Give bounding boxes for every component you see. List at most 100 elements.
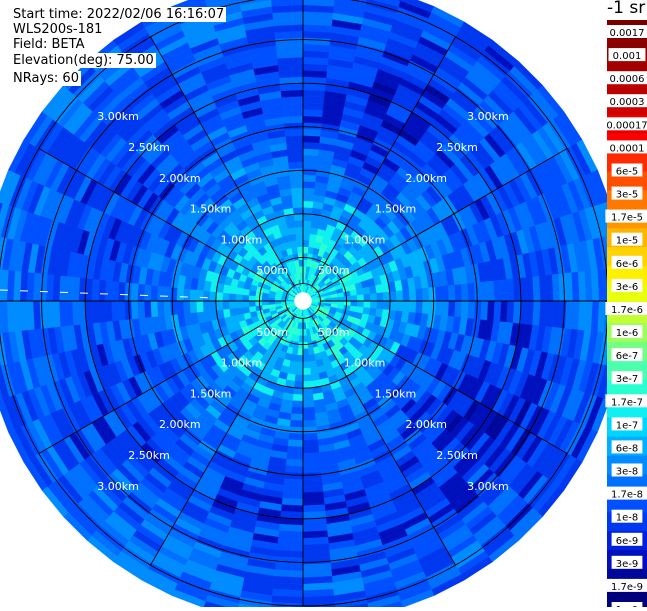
radar-cell — [290, 240, 297, 247]
radar-cell — [286, 135, 303, 142]
radar-cell — [283, 485, 303, 493]
radar-cell — [291, 188, 303, 195]
radar-cell — [292, 194, 303, 201]
colorbar-tick-label: 1e-5 — [616, 236, 639, 247]
radar-cell — [290, 175, 303, 182]
radar-cell — [350, 290, 357, 296]
radar-cell — [435, 301, 442, 316]
radar-cell — [363, 287, 371, 295]
radar-cell — [303, 181, 316, 188]
radar-cell — [284, 122, 303, 129]
center-blank — [294, 292, 311, 309]
radar-cell — [285, 466, 303, 473]
range-ring-label: 500m — [256, 326, 288, 339]
colorbar-tick-label: 6e-6 — [616, 259, 639, 270]
radar-cell — [303, 440, 318, 447]
radar-cell — [309, 361, 317, 369]
radar-cell — [383, 292, 390, 301]
radar-cell — [144, 301, 151, 318]
radar-cell — [298, 253, 303, 260]
radar-cell — [183, 289, 190, 302]
colorbar-tick-label: 3e-7 — [616, 374, 639, 385]
radar-cell — [111, 301, 119, 321]
colorbar-tick-label: 1.7e-9 — [611, 582, 643, 593]
radar-cell — [344, 296, 351, 301]
radar-cell — [403, 290, 410, 301]
radar-cells — [0, 0, 625, 607]
radar-cell — [377, 293, 384, 301]
radar-cell — [370, 301, 377, 309]
radar-cell — [282, 96, 303, 104]
radar-cell — [303, 175, 316, 182]
radar-cell — [157, 286, 164, 301]
radar-cell — [494, 301, 502, 322]
radar-cell — [297, 355, 303, 362]
radar-cell — [144, 284, 151, 301]
radar-cell — [303, 368, 311, 375]
radar-cell — [137, 301, 144, 318]
radar-cell — [448, 285, 455, 301]
colorbar-tick-label: 0.0017 — [610, 28, 645, 39]
radar-cell — [294, 381, 303, 388]
colorbar-tick-label: 6e-8 — [616, 443, 639, 454]
radar-cell — [448, 301, 455, 317]
radar-cell — [293, 201, 304, 208]
radar-cell — [507, 301, 515, 323]
radar-cell — [303, 420, 316, 427]
radar-cell — [151, 285, 158, 301]
radar-cell — [291, 407, 303, 414]
radar-cell — [131, 301, 138, 319]
radar-cell — [284, 116, 303, 124]
radar-cell — [303, 142, 320, 149]
radar-cell — [209, 301, 216, 311]
radar-cell — [164, 286, 171, 301]
radar-cell — [422, 288, 429, 301]
radar-cell — [303, 247, 309, 254]
colorbar-tick-label: 6e-5 — [616, 167, 639, 178]
radar-cell — [118, 301, 126, 320]
radar-cell — [151, 301, 158, 317]
radar-cell — [303, 90, 325, 98]
radar-cell — [282, 498, 303, 506]
radar-cell — [288, 433, 303, 440]
radar-cell — [281, 90, 303, 98]
radar-cell — [170, 287, 177, 301]
radar-cell — [303, 446, 319, 453]
radar-cell — [92, 301, 100, 323]
radar-cell — [474, 301, 481, 320]
radar-cell — [303, 149, 319, 156]
radar-cell — [303, 122, 322, 129]
radar-cell — [435, 286, 442, 301]
colorbar-tick-label: 0.0006 — [610, 74, 645, 85]
radar-cell — [268, 301, 275, 305]
radar-cell — [216, 292, 223, 301]
radar-cell — [331, 297, 338, 301]
radar-cell — [118, 282, 126, 301]
radar-cell — [296, 234, 303, 241]
radar-cell — [236, 307, 244, 315]
radar-cell — [309, 354, 316, 361]
radar-cell — [377, 301, 384, 309]
range-ring-label: 500m — [256, 264, 288, 277]
radar-cell — [105, 301, 113, 322]
radar-cell — [299, 266, 303, 273]
radar-cell — [500, 301, 508, 322]
radar-cell — [481, 282, 489, 301]
radar-cell — [177, 288, 184, 301]
colorbar-units-title: -1 sr — [607, 0, 645, 18]
radar-cell — [303, 381, 312, 388]
range-ring-label: 500m — [318, 264, 350, 277]
radar-cell — [303, 427, 317, 434]
range-ring-label: 2.00km — [159, 172, 201, 185]
radar-cell — [481, 301, 489, 320]
radar-cell — [303, 485, 323, 493]
radar-cell — [396, 291, 403, 302]
radar-cell — [303, 355, 309, 362]
radar-cell — [351, 295, 358, 301]
radar-cell — [295, 220, 303, 227]
radar-cell — [283, 109, 303, 117]
radar-cell — [351, 301, 358, 307]
radar-cell — [303, 498, 324, 506]
radar-cell — [124, 282, 131, 301]
radar-cell — [396, 301, 403, 312]
